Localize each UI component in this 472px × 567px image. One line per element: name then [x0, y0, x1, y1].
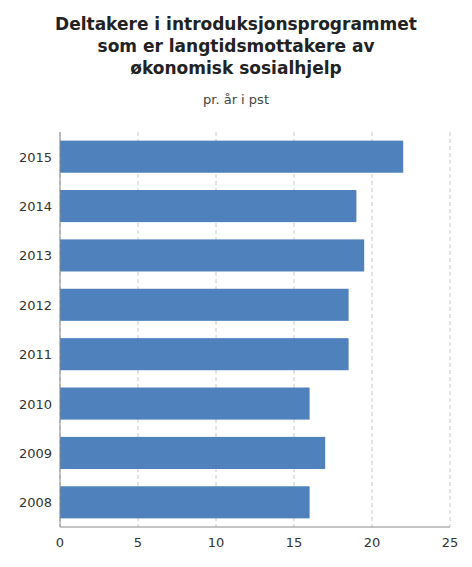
- tick-label: 0: [56, 535, 64, 550]
- grid: [60, 132, 450, 527]
- bar: [60, 289, 349, 321]
- grid-line: [450, 132, 451, 527]
- category-label: 2015: [19, 150, 52, 165]
- background: [0, 0, 472, 567]
- tick-label: 5: [134, 535, 142, 550]
- bar: [60, 141, 403, 173]
- grid-line: [372, 132, 373, 527]
- tick-label: 25: [442, 535, 459, 550]
- bars: [60, 141, 403, 519]
- axis-line: [60, 132, 61, 527]
- category-label: 2013: [19, 248, 52, 263]
- chart-svg: Deltakere i introduksjonsprogrammetsom e…: [0, 0, 472, 567]
- bar: [60, 388, 310, 420]
- axis-line: [60, 527, 450, 528]
- bar: [60, 190, 356, 222]
- category-label: 2010: [19, 397, 52, 412]
- bar: [60, 486, 310, 518]
- tick-label: 20: [364, 535, 381, 550]
- bar: [60, 239, 364, 271]
- title: Deltakere i introduksjonsprogrammetsom e…: [55, 14, 417, 78]
- subtitle: pr. år i pst: [203, 92, 269, 107]
- bar: [60, 338, 349, 370]
- category-label: 2008: [19, 495, 52, 510]
- category-label: 2012: [19, 298, 52, 313]
- tick-label: 15: [286, 535, 303, 550]
- category-label: 2009: [19, 446, 52, 461]
- chart-container: Deltakere i introduksjonsprogrammetsom e…: [0, 0, 472, 567]
- category-label: 2011: [19, 347, 52, 362]
- grid-line: [60, 132, 61, 527]
- tick-label: 10: [208, 535, 225, 550]
- bar: [60, 437, 325, 469]
- category-label: 2014: [19, 199, 52, 214]
